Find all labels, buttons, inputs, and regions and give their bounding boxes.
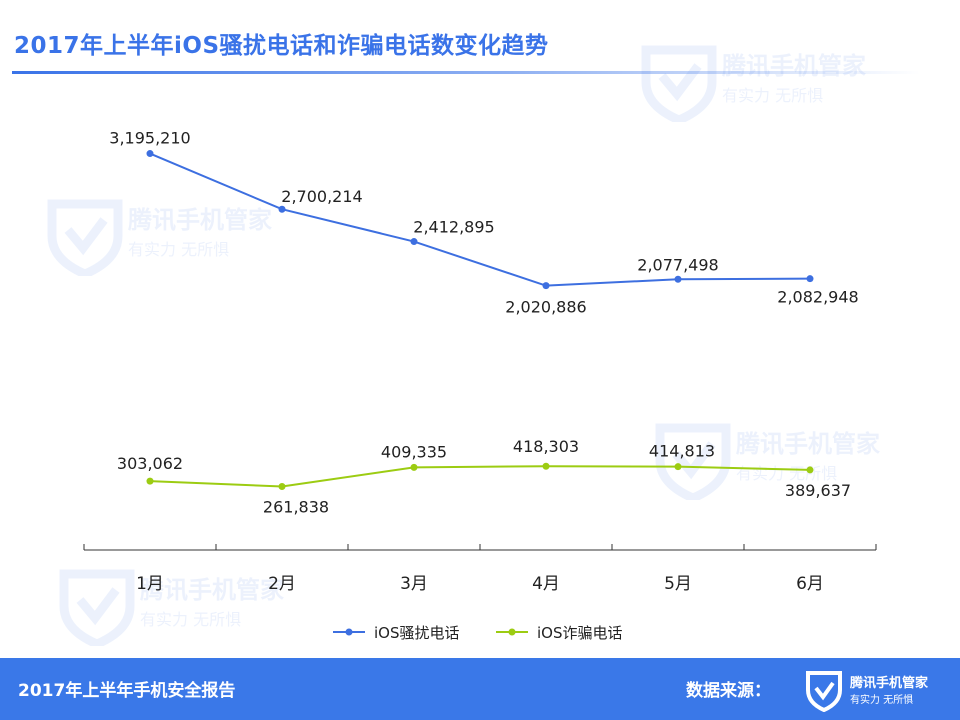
logo-slogan: 有实力 无所惧 bbox=[850, 695, 914, 706]
data-point bbox=[542, 462, 550, 470]
legend-label: iOS骚扰电话 bbox=[374, 624, 460, 642]
title-underline bbox=[12, 71, 920, 74]
data-point bbox=[410, 238, 418, 246]
data-label: 2,020,886 bbox=[505, 298, 586, 317]
logo-name: 腾讯手机管家 bbox=[850, 676, 929, 691]
data-point bbox=[806, 275, 814, 283]
data-point bbox=[278, 482, 286, 490]
data-label: 303,062 bbox=[117, 454, 183, 473]
data-point bbox=[410, 463, 418, 471]
x-tick-label: 1月 bbox=[136, 574, 164, 594]
data-label: 2,412,895 bbox=[413, 218, 494, 237]
x-tick-label: 5月 bbox=[664, 574, 692, 594]
data-label: 414,813 bbox=[649, 442, 715, 461]
series-line bbox=[149, 465, 811, 488]
source-label: 数据来源： bbox=[686, 681, 771, 701]
legend-marker bbox=[508, 628, 516, 636]
data-point bbox=[674, 463, 682, 471]
data-point bbox=[674, 275, 682, 283]
data-label: 2,700,214 bbox=[281, 187, 362, 206]
data-point bbox=[278, 205, 286, 213]
shield-logo-icon bbox=[806, 671, 842, 712]
data-point bbox=[542, 282, 550, 290]
data-label: 261,838 bbox=[263, 497, 329, 516]
x-tick-label: 4月 bbox=[532, 574, 560, 594]
report-title: 2017年上半年手机安全报告 bbox=[18, 681, 236, 701]
data-label: 3,195,210 bbox=[109, 129, 190, 148]
data-label: 418,303 bbox=[513, 437, 579, 456]
data-label: 2,082,948 bbox=[777, 288, 858, 307]
footer-bar: 2017年上半年手机安全报告 数据来源： 腾讯手机管家 有实力 无所惧 bbox=[0, 658, 960, 720]
x-tick-label: 6月 bbox=[796, 574, 824, 594]
page-title: 2017年上半年iOS骚扰电话和诈骗电话数变化趋势 bbox=[14, 33, 549, 59]
tencent-logo: 腾讯手机管家 有实力 无所惧 bbox=[804, 666, 954, 714]
line-chart: 1月 2月 3月 4月 5月 6月 3,195,210 2,700,214 2,412,895 2… bbox=[83, 129, 877, 642]
series-line bbox=[149, 152, 811, 287]
data-label: 409,335 bbox=[381, 442, 447, 461]
data-point bbox=[146, 477, 154, 485]
data-point bbox=[806, 466, 814, 474]
legend-marker bbox=[345, 628, 353, 636]
data-label: 389,637 bbox=[785, 481, 851, 500]
x-tick-label: 3月 bbox=[400, 574, 428, 594]
data-point bbox=[146, 150, 154, 158]
data-label: 2,077,498 bbox=[637, 255, 718, 274]
legend-label: iOS诈骗电话 bbox=[537, 624, 623, 642]
x-tick-label: 2月 bbox=[268, 574, 296, 594]
